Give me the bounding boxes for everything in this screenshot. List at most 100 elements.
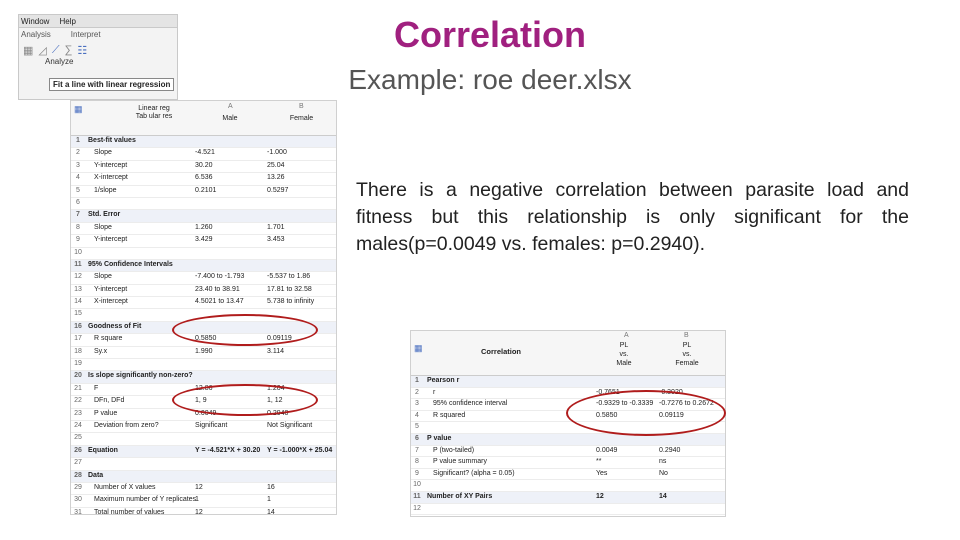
row-number[interactable]: 10 [413,481,421,489]
row-number[interactable]: 7 [76,211,80,219]
row-number[interactable]: 17 [74,335,82,343]
row-number[interactable]: 16 [74,322,82,330]
row-label[interactable]: DFn, DFd [94,397,125,405]
cell-column-b[interactable]: 25.04 [267,161,285,169]
table-tool-icon[interactable]: ▦ [23,45,34,57]
row-label[interactable]: 95% confidence interval [433,400,508,408]
menu-help[interactable]: Help [59,16,76,26]
cell-column-b[interactable]: -0.7276 to 0.2672 [659,400,714,408]
cell-column-b[interactable]: 5.738 to infinity [267,298,315,306]
table-grid-icon[interactable]: ▦ [74,104,83,114]
row-label[interactable]: Y-intercept [94,285,128,293]
row-number[interactable]: 19 [74,360,82,368]
row-label[interactable]: Slope [94,149,112,157]
row-label[interactable]: Maximum number of Y replicates [94,496,197,504]
menu-window[interactable]: Window [21,16,50,26]
row-number[interactable]: 13 [74,285,82,293]
cell-column-a[interactable]: 3.429 [195,236,213,244]
cell-column-b[interactable]: 14 [267,508,275,515]
row-label[interactable]: P (two-tailed) [433,446,475,454]
cell-column-b[interactable]: -0.3020 [659,388,683,396]
row-label[interactable]: r [433,388,436,396]
row-number[interactable]: 9 [76,236,80,244]
row-label[interactable]: Number of XY Pairs [427,492,493,500]
column-header-pl-vs-female[interactable]: PL vs. Female [675,342,699,367]
cell-column-b[interactable]: -5.537 to 1.86 [267,273,311,281]
row-label[interactable]: Slope [94,273,112,281]
row-number[interactable]: 20 [74,372,82,380]
cell-column-a[interactable]: 1.260 [195,223,213,231]
cell-column-b[interactable]: 0.09119 [659,411,684,419]
cell-column-b[interactable]: 0.2940 [659,446,681,454]
row-label[interactable]: Std. Error [88,211,121,219]
row-label[interactable]: R square [94,335,123,343]
row-label[interactable]: Data [88,471,104,479]
row-number[interactable]: 6 [76,198,80,206]
row-number[interactable]: 11 [413,492,421,500]
row-number[interactable]: 25 [74,434,82,442]
row-number[interactable]: 23 [74,409,82,417]
row-label[interactable]: Pearson r [427,377,460,384]
column-letter-b[interactable]: B [684,332,689,339]
row-number[interactable]: 4 [76,174,80,182]
cell-column-a[interactable]: 12.86 [195,384,213,392]
row-number[interactable]: 7 [415,446,419,454]
analyze-button[interactable]: Analyze [45,57,74,66]
row-number[interactable]: 26 [74,446,82,454]
row-label[interactable]: P value [427,434,452,442]
cell-column-b[interactable]: 0.2940 [267,409,289,417]
row-number[interactable]: 27 [74,459,82,467]
row-number[interactable]: 12 [413,504,421,512]
cell-column-a[interactable]: 0.5850 [596,411,618,419]
cell-column-b[interactable]: 16 [267,483,275,491]
row-label[interactable]: Number of X values [94,483,156,491]
row-label[interactable]: Y-intercept [94,236,128,244]
column-letter-b[interactable]: B [299,103,304,110]
regression-icon[interactable]: ⟋ [51,44,60,56]
cell-column-a[interactable]: 23.40 to 38.91 [195,285,240,293]
interpret-icon[interactable]: ☷ [77,45,88,57]
row-number[interactable]: 5 [76,186,80,194]
cell-column-a[interactable]: 1, 9 [195,397,207,405]
row-number[interactable]: 21 [74,384,82,392]
cell-column-b[interactable]: 3.453 [267,236,285,244]
cell-column-b[interactable]: Not Significant [267,421,313,429]
cell-column-b[interactable]: 13.26 [267,174,285,182]
column-letter-a[interactable]: A [228,103,233,110]
row-number[interactable]: 31 [74,508,82,515]
row-label[interactable]: Sy.x [94,347,108,355]
cell-column-b[interactable]: -1.000 [267,149,287,157]
cell-column-a[interactable]: -0.7651 [596,388,620,396]
row-number[interactable]: 10 [74,248,82,256]
stats-icon[interactable]: ∑ [64,44,73,56]
row-number[interactable]: 6 [415,434,419,442]
row-number[interactable]: 14 [74,298,82,306]
row-label[interactable]: P value summary [433,458,487,466]
cell-column-a[interactable]: 12 [596,492,604,500]
cell-column-a[interactable]: Significant [195,421,228,429]
column-letter-a[interactable]: A [624,332,629,339]
row-label[interactable]: Significant? (alpha = 0.05) [433,469,515,477]
row-label[interactable]: Slope [94,223,112,231]
cell-column-b[interactable]: 0.09119 [267,335,292,343]
row-number[interactable]: 3 [415,400,419,408]
cell-column-b[interactable]: 1, 12 [267,397,283,405]
row-number[interactable]: 29 [74,483,82,491]
cell-column-a[interactable]: 4.5021 to 13.47 [195,298,244,306]
row-label[interactable]: F [94,384,99,392]
column-header-male[interactable]: Male [222,115,238,122]
row-label[interactable]: 1/slope [94,186,117,194]
cell-column-b[interactable]: No [659,469,668,477]
cell-column-a[interactable]: 6.536 [195,174,213,182]
cell-column-a[interactable]: ** [596,458,602,466]
row-label[interactable]: P value [94,409,118,417]
cell-column-a[interactable]: 0.0049 [596,446,618,454]
row-number[interactable]: 22 [74,397,82,405]
cell-column-a[interactable]: 1.990 [195,347,213,355]
cell-column-a[interactable]: -4.521 [195,149,215,157]
cell-column-b[interactable]: 14 [659,492,667,500]
column-header-pl-vs-male[interactable]: PL vs. Male [616,342,632,367]
row-number[interactable]: 2 [415,388,419,396]
cell-column-b[interactable]: 3.114 [267,347,284,355]
row-number[interactable]: 3 [76,161,80,169]
